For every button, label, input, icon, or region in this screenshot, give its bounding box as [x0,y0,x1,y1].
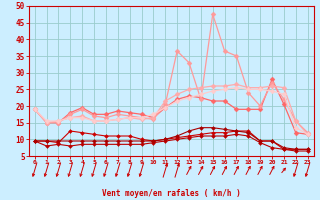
Text: Vent moyen/en rafales ( km/h ): Vent moyen/en rafales ( km/h ) [102,189,241,198]
